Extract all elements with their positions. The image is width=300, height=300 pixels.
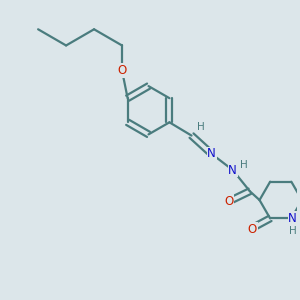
Text: N: N [207, 147, 216, 160]
Text: N: N [228, 164, 237, 176]
Text: O: O [117, 64, 127, 77]
Text: H: H [289, 226, 296, 236]
Text: H: H [197, 122, 205, 132]
Text: N: N [288, 212, 297, 225]
Text: H: H [240, 160, 248, 170]
Text: O: O [225, 195, 234, 208]
Text: O: O [248, 223, 257, 236]
